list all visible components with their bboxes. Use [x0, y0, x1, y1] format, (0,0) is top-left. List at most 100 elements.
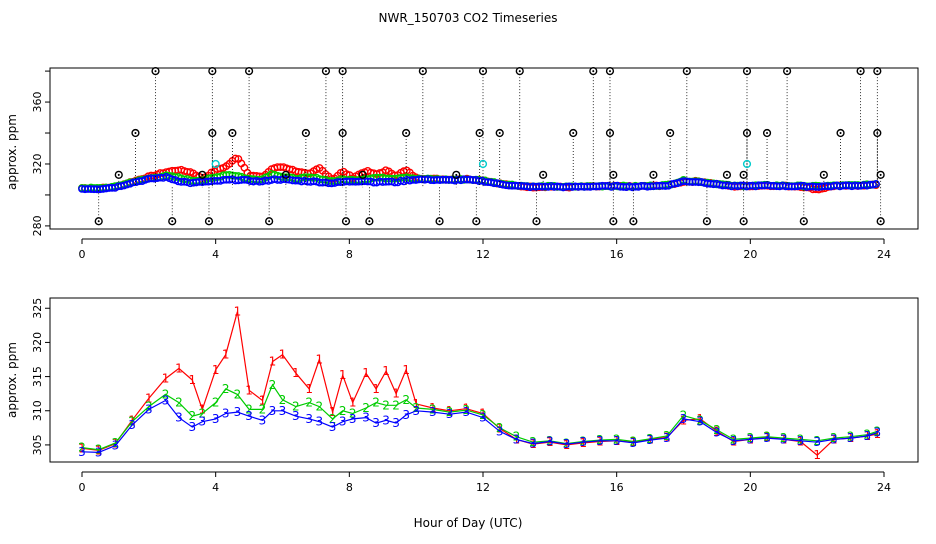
- bottom-series-1-point: 1: [372, 382, 380, 396]
- bottom-series-3-point: 3: [95, 445, 103, 459]
- bottom-series-2-point: 2: [188, 409, 196, 423]
- bottom-series-3-point: 3: [763, 431, 771, 445]
- bottom-x-tick-label: 12: [476, 481, 490, 494]
- bottom-series-1-point: 1: [813, 448, 821, 462]
- bottom-series-3-point: 3: [873, 426, 881, 440]
- top-plot-frame: [49, 67, 919, 230]
- bottom-series-3-point: 3: [234, 405, 242, 419]
- bottom-series-1-point: 1: [563, 438, 571, 452]
- top-flag-near-point: [819, 170, 828, 179]
- top-flag-mid-point-center: [211, 132, 214, 135]
- top-axes: 0 4 8 12 16 20 24 280 320 360: [31, 70, 891, 261]
- top-flag-mid-point: [495, 128, 504, 138]
- bottom-series-2-point: 2: [349, 406, 357, 420]
- top-flag-low-point-center: [368, 220, 371, 223]
- bottom-series-2-point: 2: [128, 415, 136, 429]
- bottom-series-3-point: 3: [696, 415, 704, 429]
- bottom-series-3-point: 3: [863, 429, 871, 443]
- top-flag-high-point-center: [248, 70, 251, 73]
- bottom-series-1-point: 1: [873, 427, 881, 441]
- bottom-series-1-point: 1: [198, 402, 206, 416]
- top-flag-low-point: [532, 217, 541, 226]
- top-flag-low-point-center: [612, 220, 615, 223]
- bottom-series-2-point: 2: [279, 393, 287, 407]
- bottom-series-1-point: 1: [175, 361, 183, 375]
- bottom-series-3-point: 3: [145, 402, 153, 416]
- bottom-series-2-point: 2: [259, 402, 267, 416]
- bottom-series-2-point: 2: [329, 412, 337, 426]
- top-y-tick-label: 320: [31, 153, 44, 174]
- top-flag-low-point-center: [475, 220, 478, 223]
- bottom-series-2-point: 2: [392, 398, 400, 412]
- bottom-series-1-point: 1: [713, 424, 721, 438]
- bottom-series-2-point: 2: [245, 402, 253, 416]
- top-flag-high-point: [515, 66, 524, 76]
- bottom-series-2-point: 2: [362, 401, 370, 415]
- bottom-series-1-point: 1: [529, 437, 537, 451]
- top-flag-low-point: [435, 217, 444, 226]
- bottom-series-2-point: 2: [663, 429, 671, 443]
- bottom-series-3-point: 3: [372, 416, 380, 430]
- top-flag-high-point: [418, 66, 427, 76]
- top-x-tick-label: 24: [877, 248, 891, 261]
- top-flag-high-point-center: [482, 70, 484, 73]
- top-flag-high-point: [338, 66, 347, 76]
- bottom-series-1-point: 1: [188, 373, 196, 387]
- bottom-series-1-point: 1: [128, 413, 136, 427]
- top-x-tick-label: 4: [212, 248, 219, 261]
- bottom-series-2-point: 2: [713, 423, 721, 437]
- bottom-series-2-point: 2: [212, 396, 220, 410]
- top-flag-mid-point: [131, 128, 140, 138]
- bottom-ylabel: approx. ppm: [5, 342, 19, 418]
- bottom-series-3-point: 3: [162, 394, 170, 408]
- bottom-y-tick-label: 320: [31, 332, 44, 353]
- bottom-x-tick-label: 20: [743, 481, 757, 494]
- top-flag-high-point-center: [324, 70, 327, 73]
- bottom-series-2-point: 2: [496, 421, 504, 435]
- top-flag-high-point: [873, 66, 882, 76]
- bottom-series-1-point: 1: [259, 394, 267, 408]
- top-flag-high-point-center: [154, 70, 157, 73]
- bottom-series-1-point: 1: [496, 422, 504, 436]
- top-flag-high-point-center: [518, 70, 521, 73]
- top-flag-mid-point-center: [231, 132, 234, 135]
- bottom-series-3-point: 3: [412, 404, 420, 418]
- bottom-series-3-point: 3: [747, 432, 755, 446]
- bottom-series-2-point: 2: [646, 432, 654, 446]
- bottom-series-1-point: 1: [245, 383, 253, 397]
- bottom-series-3-point: 3: [128, 418, 136, 432]
- bottom-series-3-point: 3: [646, 433, 654, 447]
- top-flag-low-point-center: [535, 220, 538, 223]
- top-flag-low-point: [94, 217, 103, 226]
- top-flag-mid-point-center: [839, 132, 842, 135]
- bottom-series-2-point: 2: [513, 430, 521, 444]
- bottom-series-1-point: 1: [429, 401, 437, 415]
- top-flag-mid-point-center: [876, 132, 879, 135]
- bottom-series-2-point: 2: [813, 434, 821, 448]
- top-flag-high-point: [682, 66, 691, 76]
- top-panel: 0 4 8 12 16 20 24 280 320 360 approx. ppm: [5, 66, 919, 261]
- bottom-series-2-point: 2: [680, 409, 688, 423]
- top-flag-mid-point: [605, 128, 615, 138]
- bottom-series-2-point: 2: [730, 432, 738, 446]
- top-flag-mid-point-center: [669, 132, 672, 135]
- bottom-series-3-point: 3: [349, 412, 357, 426]
- top-flag-high-point-center: [211, 70, 214, 73]
- top-flag-near-point: [114, 170, 123, 179]
- top-flag-low-point: [702, 217, 711, 226]
- bottom-series-3-point: 3: [382, 413, 390, 427]
- bottom-series-3-point: 3: [847, 431, 855, 445]
- top-flag-near-point-center: [612, 173, 615, 176]
- bottom-series-3-point: 3: [78, 445, 86, 459]
- bottom-x-tick-label: 8: [346, 481, 353, 494]
- bottom-x-tick-label: 16: [610, 481, 624, 494]
- top-flag-mid-point: [666, 128, 675, 138]
- bottom-y-tick-label: 310: [31, 400, 44, 421]
- bottom-series-2-point: 2: [292, 400, 300, 414]
- top-flag-mid-point: [742, 128, 752, 138]
- bottom-series-1-point: 1: [546, 435, 554, 449]
- bottom-series-3-line: [81, 399, 878, 454]
- bottom-series-1-point: 1: [696, 412, 704, 426]
